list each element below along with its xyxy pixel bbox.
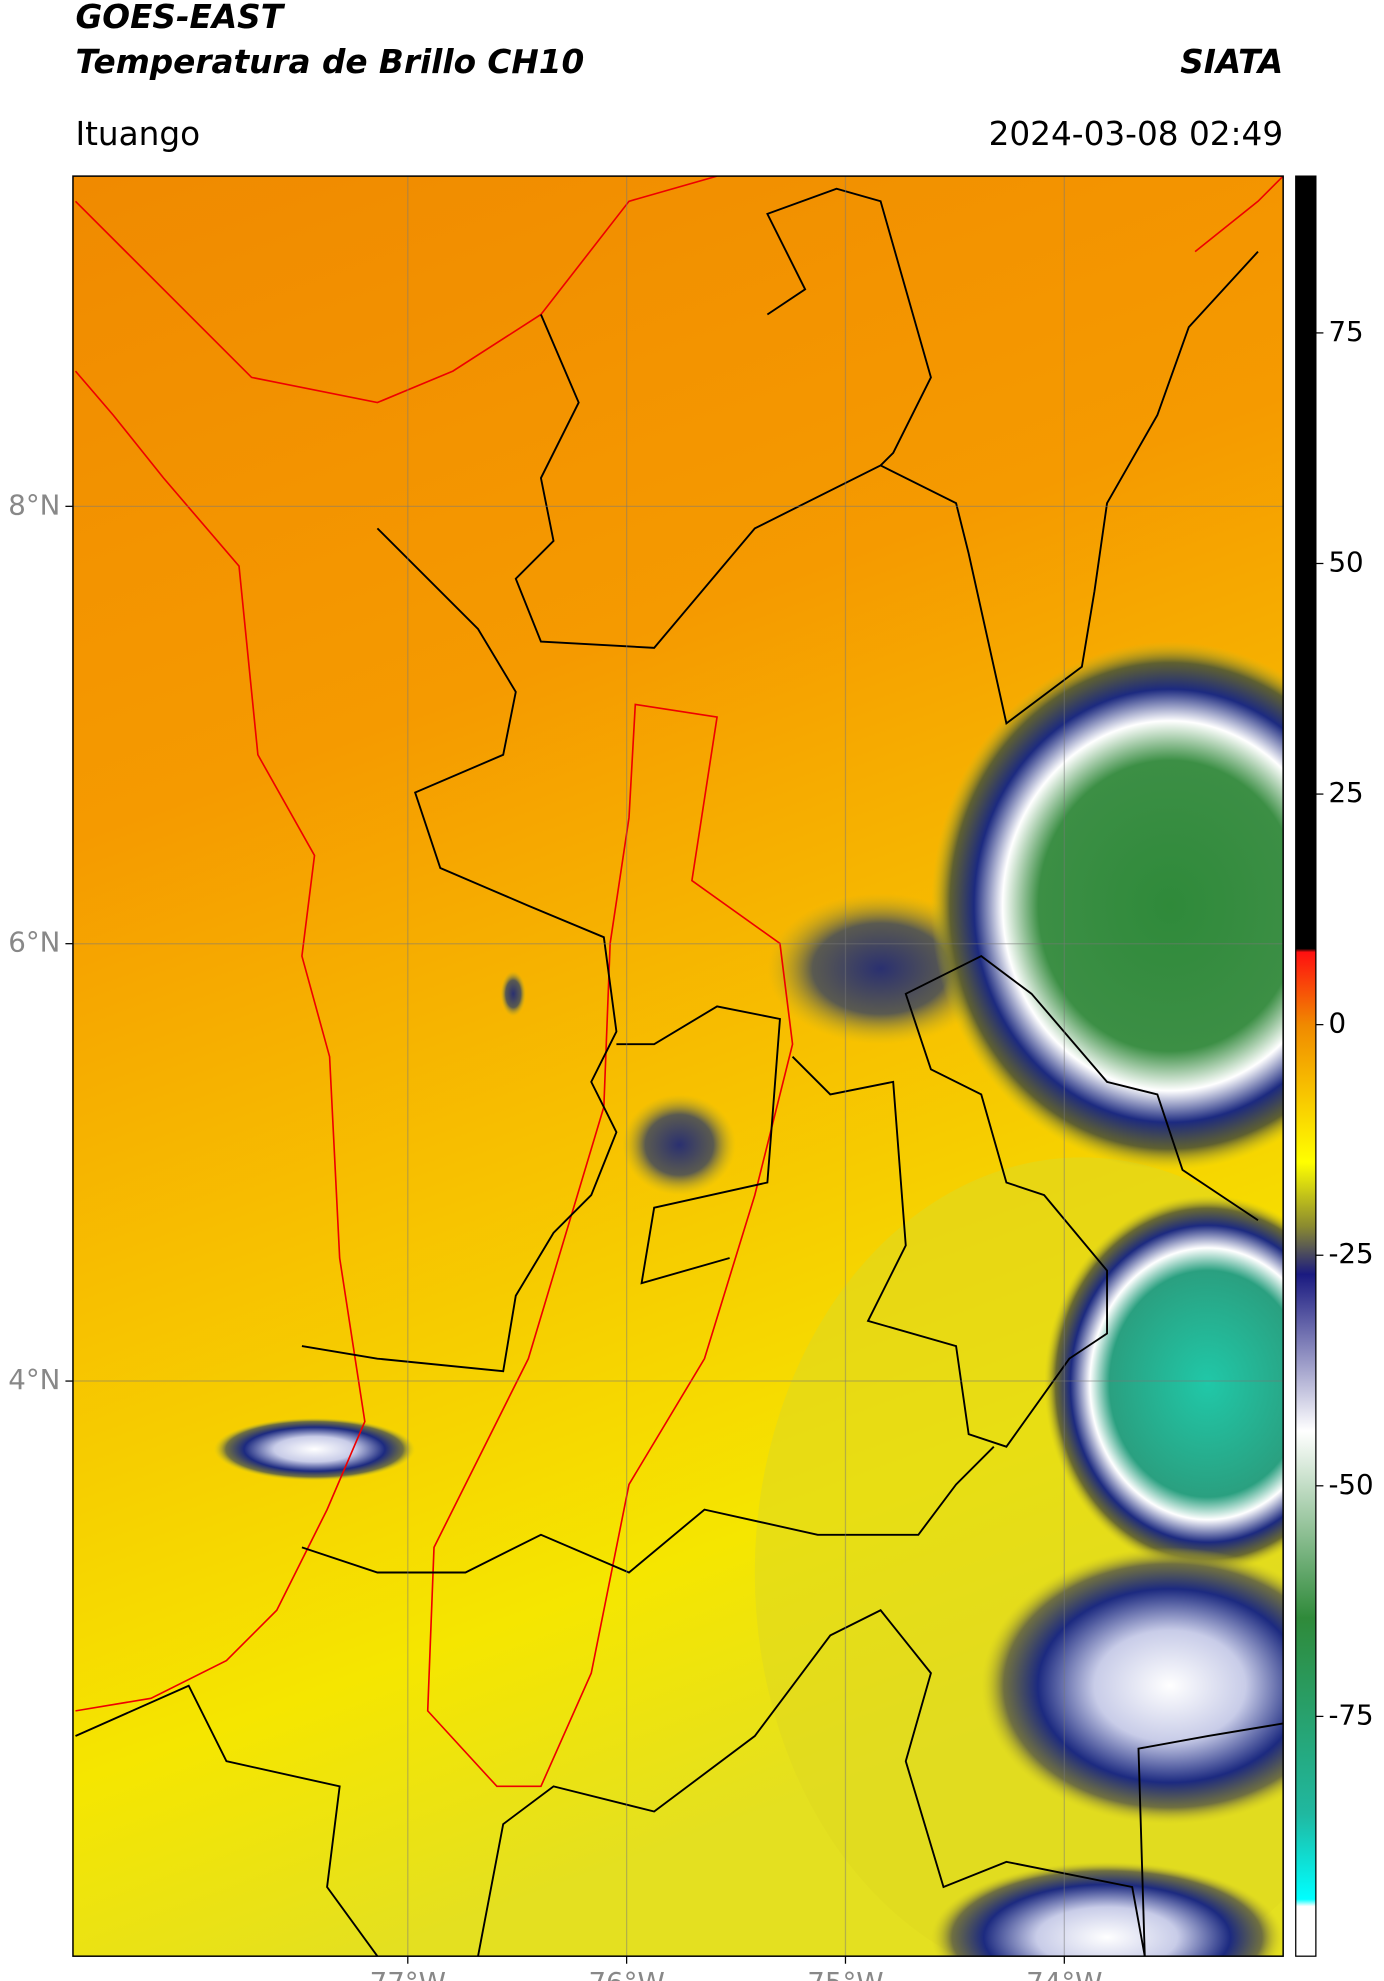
lat-label: 8°N (8, 488, 60, 521)
datetime: 2024-03-08 02:49 (989, 115, 1284, 153)
title-line1: GOES-EAST (75, 0, 285, 36)
figure: GOES-EAST Temperatura de Brillo CH10 SIA… (8, 0, 1373, 1981)
colorbar-label: 0 (1328, 1007, 1346, 1040)
lon-label: 74°W (1026, 1966, 1102, 1981)
colorbar-label: -75 (1328, 1698, 1373, 1731)
colorbar-label: 75 (1328, 315, 1363, 348)
map-frame (72, 175, 1284, 1957)
colorbar-label: 25 (1328, 776, 1363, 809)
colorbar-label: -25 (1328, 1237, 1373, 1270)
lat-label: 4°N (8, 1363, 60, 1396)
source: SIATA (1180, 43, 1283, 81)
graticule (72, 176, 1284, 1957)
title-line2: Temperatura de Brillo CH10 (75, 43, 584, 81)
colorbar-label: 50 (1328, 545, 1363, 578)
lon-label: 76°W (588, 1966, 664, 1981)
lon-label: 77°W (370, 1966, 446, 1981)
colorbar (1295, 175, 1317, 1957)
lon-label: 75°W (807, 1966, 883, 1981)
colorbar-label: -50 (1328, 1468, 1373, 1501)
map-image (72, 176, 1284, 1957)
lat-label: 6°N (8, 926, 60, 959)
location: Ituango (75, 115, 200, 153)
